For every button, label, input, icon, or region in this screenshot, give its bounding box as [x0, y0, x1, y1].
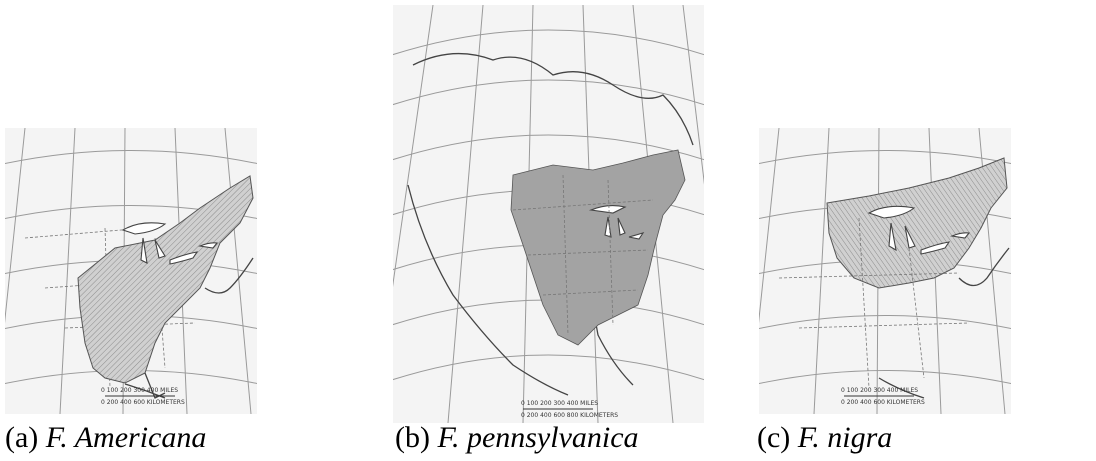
- scale-bar: 0 100 200 300 400 MILES 0 200 400 600 80…: [521, 400, 618, 419]
- scale-bar: 0 100 200 300 400 MILES 0 200 400 600 KI…: [101, 387, 185, 406]
- scale-miles-text: 0 100 200 300 400 MILES: [841, 387, 918, 394]
- map-f-pennsylvanica: 0 100 200 300 400 MILES 0 200 400 600 80…: [393, 5, 704, 423]
- state-borders: [778, 217, 970, 389]
- caption-b-species: F. pennsylvanica: [437, 421, 639, 454]
- great-lakes: [867, 205, 971, 255]
- range-area: [826, 157, 1008, 289]
- coastline: [124, 257, 254, 399]
- scale-km-text: 0 200 400 600 KILOMETERS: [101, 399, 185, 406]
- caption-a: (a) F. Americana: [5, 421, 206, 455]
- caption-b-label: (b): [395, 421, 430, 454]
- caption-a-label: (a): [5, 421, 39, 454]
- map-f-americana: 0 100 200 300 400 MILES 0 200 400 600 KI…: [5, 128, 257, 414]
- scale-km-text: 0 200 400 600 KILOMETERS: [841, 399, 925, 406]
- great-lakes: [588, 204, 645, 240]
- caption-a-species: F. Americana: [45, 421, 207, 454]
- map-f-nigra: 0 100 200 300 400 MILES 0 200 400 600 KI…: [759, 128, 1011, 414]
- scale-km-text: 0 200 400 600 800 KILOMETERS: [521, 412, 618, 419]
- scale-bar: 0 100 200 300 400 MILES 0 200 400 600 KI…: [841, 387, 925, 406]
- caption-c-label: (c): [757, 421, 791, 454]
- range-area: [77, 175, 254, 384]
- state-borders: [512, 174, 654, 336]
- caption-b: (b) F. pennsylvanica: [395, 421, 639, 455]
- range-area: [510, 149, 686, 346]
- great-lakes: [121, 222, 219, 265]
- caption-c-species: F. nigra: [797, 421, 893, 454]
- scale-miles-text: 0 100 200 300 400 MILES: [521, 400, 598, 407]
- scale-miles-text: 0 100 200 300 400 MILES: [101, 387, 178, 394]
- coastline: [878, 247, 1010, 399]
- graticule: [393, 5, 704, 423]
- caption-c: (c) F. nigra: [757, 421, 892, 455]
